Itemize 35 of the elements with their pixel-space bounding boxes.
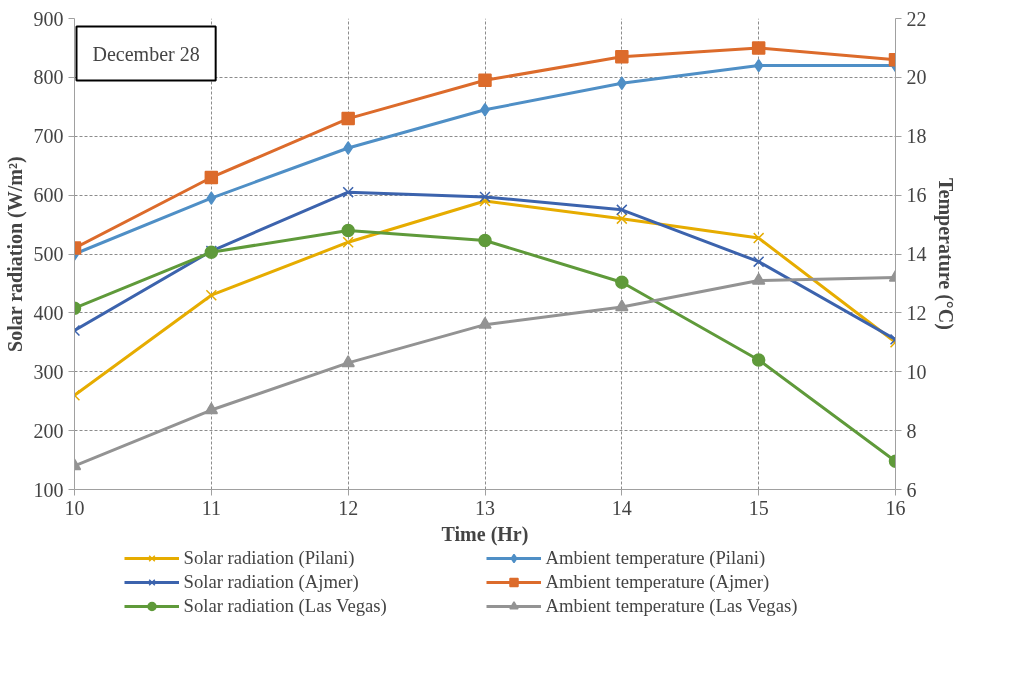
y2-axis-title: Temperature (°C) bbox=[933, 178, 957, 330]
legend-label: Ambient temperature (Ajmer) bbox=[545, 571, 771, 593]
x-tick-label: 14 bbox=[611, 496, 632, 519]
legend-label: Solar radiation (Ajmer) bbox=[183, 571, 360, 593]
y2-tick-label: 10 bbox=[906, 360, 927, 383]
y-tick-label: 400 bbox=[33, 301, 64, 324]
x-tick-label: 11 bbox=[201, 496, 221, 519]
y-tick-label: 700 bbox=[33, 125, 64, 148]
y2-tick-label: 20 bbox=[906, 66, 927, 89]
x-axis-title: Time (Hr) bbox=[441, 522, 529, 546]
annotation: December 28 bbox=[92, 42, 200, 65]
y-tick-label: 300 bbox=[33, 360, 64, 383]
legend-label: Ambient temperature (Las Vegas) bbox=[545, 595, 799, 617]
y-tick-label: 200 bbox=[33, 419, 64, 442]
legend-label: Ambient temperature (Pilani) bbox=[545, 547, 767, 569]
x-tick-label: 10 bbox=[64, 496, 85, 519]
y2-tick-label: 14 bbox=[906, 243, 927, 265]
y2-tick-label: 18 bbox=[906, 125, 927, 148]
y2-tick-label: 16 bbox=[906, 184, 927, 207]
y2-tick-label: 8 bbox=[906, 419, 917, 442]
x-tick-label: 16 bbox=[885, 496, 906, 519]
x-tick-label: 15 bbox=[748, 496, 769, 519]
x-tick-label: 13 bbox=[475, 496, 495, 519]
legend-label: Solar radiation (Las Vegas) bbox=[183, 595, 388, 617]
y-tick-label: 500 bbox=[33, 243, 64, 265]
y-tick-label: 800 bbox=[33, 66, 64, 89]
legend-label: Solar radiation (Pilani) bbox=[183, 547, 356, 569]
y-axis-title: Solar radiation (W/m²) bbox=[3, 156, 27, 352]
y-tick-label: 900 bbox=[33, 7, 64, 30]
y-tick-label: 100 bbox=[33, 478, 64, 501]
y2-tick-label: 12 bbox=[906, 301, 927, 324]
y2-tick-label: 22 bbox=[906, 7, 927, 30]
x-tick-label: 12 bbox=[338, 496, 359, 519]
y2-tick-label: 6 bbox=[906, 478, 917, 501]
y-tick-label: 600 bbox=[33, 184, 64, 207]
